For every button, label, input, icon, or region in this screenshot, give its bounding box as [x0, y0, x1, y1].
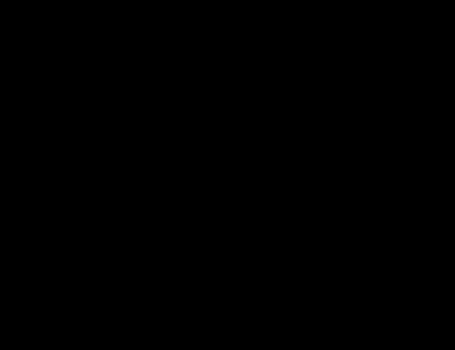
Text: Structure could not be rendered
with available tools: Structure could not be rendered with ava…: [138, 164, 317, 186]
